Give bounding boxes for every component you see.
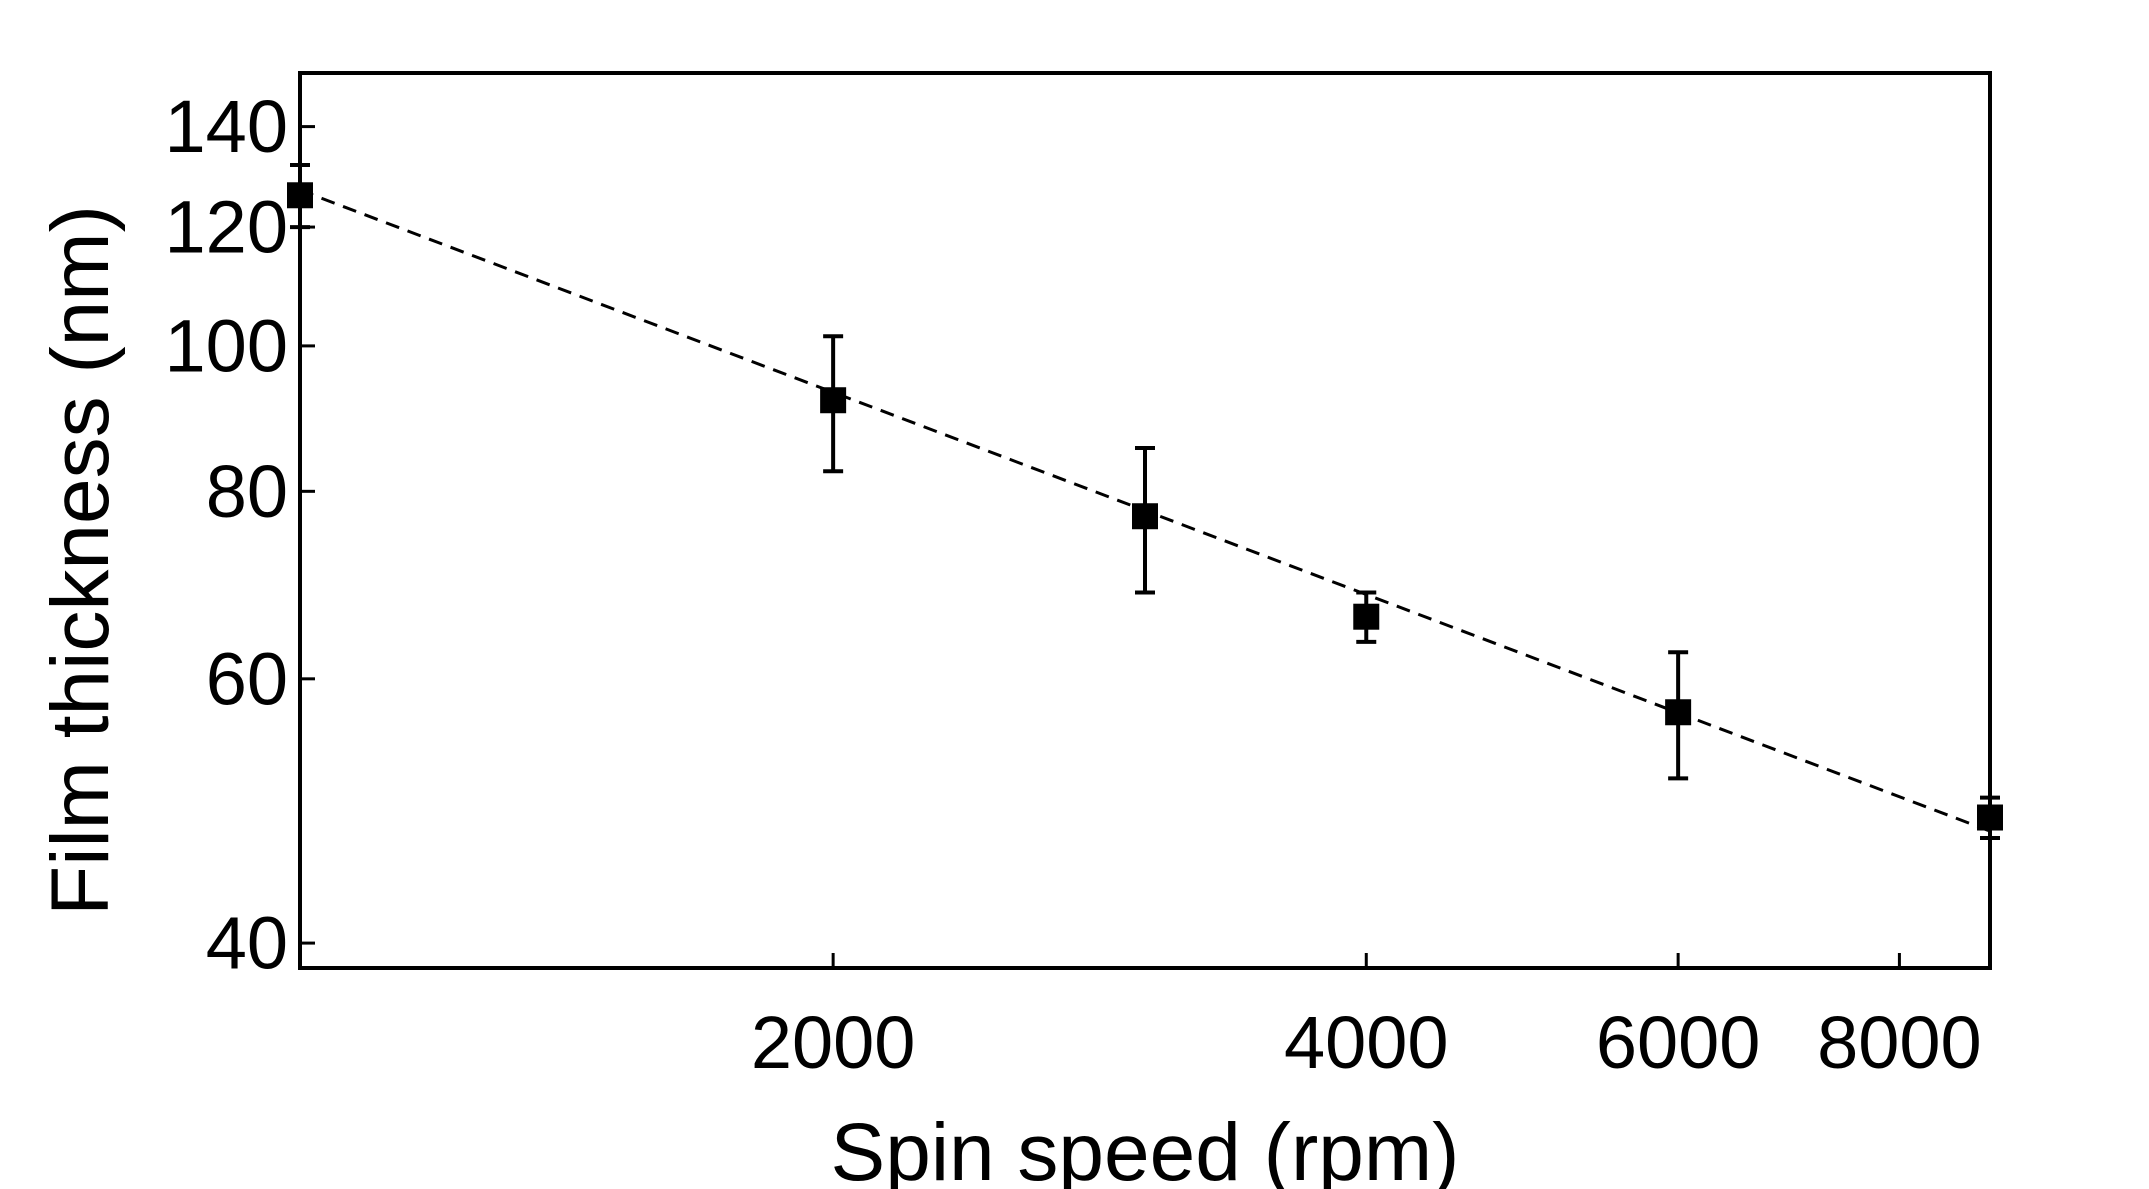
y-axis-label: Film thickness (nm) [35, 205, 126, 916]
y-tick-label: 60 [206, 637, 288, 720]
plot-frame [298, 71, 1992, 970]
data-point [1353, 603, 1380, 630]
x-tick-label: 6000 [1596, 1001, 1761, 1084]
axis-labels-group: Spin speed (rpm) Film thickness (nm) [35, 205, 1459, 1189]
x-tick-label: 8000 [1817, 1001, 1982, 1084]
data-point [1665, 699, 1692, 726]
data-point [1132, 503, 1158, 530]
y-tick-label: 80 [206, 450, 288, 533]
x-tick-label: 2000 [751, 1001, 916, 1084]
data-point [1977, 804, 2003, 831]
y-tick-label: 100 [165, 304, 288, 387]
y-tick-label: 120 [165, 186, 288, 269]
y-tick-label: 40 [206, 902, 288, 985]
x-axis-label: Spin speed (rpm) [831, 1107, 1460, 1189]
x-tick-label: 4000 [1284, 1001, 1449, 1084]
data-points-group [287, 162, 2003, 840]
y-tick-label: 140 [165, 85, 288, 168]
axes-group: 2000 4000 6000 8000 40 60 80 100 120 140 [165, 71, 1992, 1084]
data-point [287, 182, 313, 209]
data-point [820, 387, 847, 414]
